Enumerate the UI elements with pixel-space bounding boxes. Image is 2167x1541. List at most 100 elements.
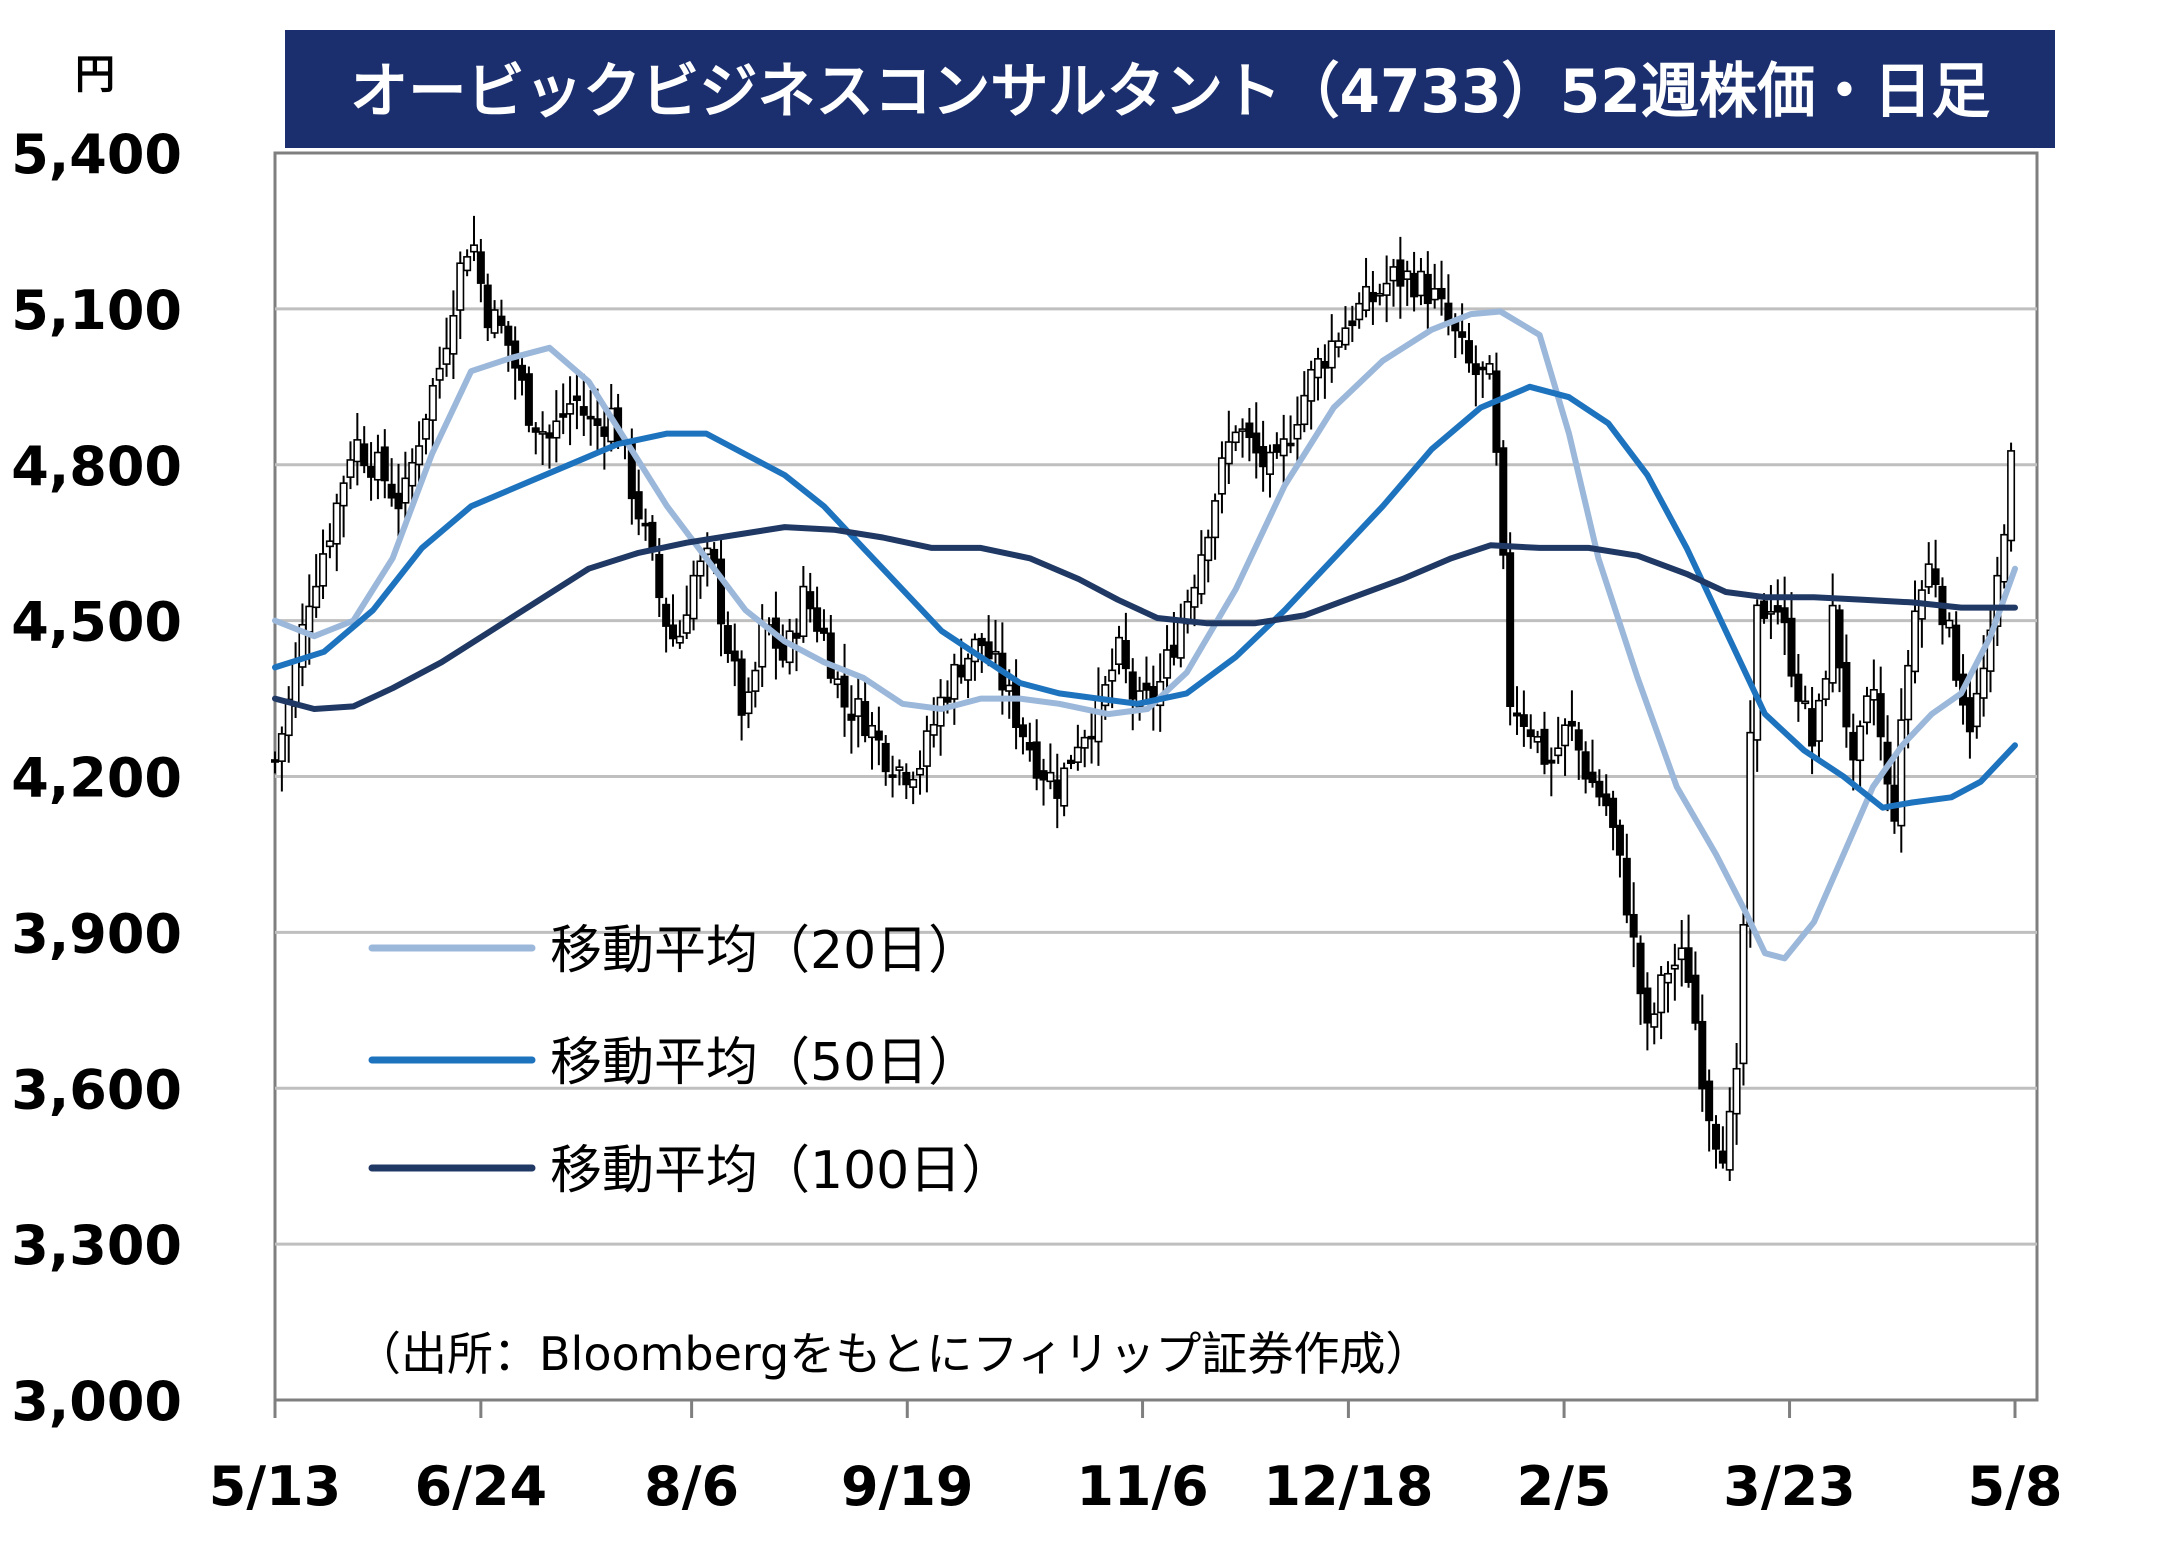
candle-body bbox=[401, 477, 410, 504]
candle-body bbox=[847, 713, 856, 721]
candle-body bbox=[1403, 270, 1412, 280]
candle-body bbox=[572, 395, 581, 402]
candle-body bbox=[902, 771, 911, 786]
candle-body bbox=[428, 384, 437, 421]
candle-body bbox=[1808, 708, 1817, 747]
candle-body bbox=[1128, 671, 1137, 700]
x-tick-label: 11/6 bbox=[1076, 1455, 1208, 1518]
candle-body bbox=[813, 607, 822, 632]
candle-body bbox=[1663, 972, 1672, 984]
candle-body bbox=[518, 364, 527, 381]
candle-body bbox=[2007, 450, 2016, 542]
candle-body bbox=[1972, 692, 1981, 728]
candle-body bbox=[1533, 736, 1542, 743]
candle-body bbox=[1602, 793, 1611, 807]
candle-body bbox=[1163, 649, 1172, 679]
chart-title: オービックビジネスコンサルタント（4733）52週株価・日足 bbox=[350, 57, 1990, 127]
candle-body bbox=[1327, 340, 1336, 369]
candle-body bbox=[662, 603, 671, 627]
candle-body bbox=[600, 426, 609, 437]
candle-body bbox=[1677, 947, 1686, 961]
x-axis-tick-labels: 5/13 6/24 8/6 9/19 11/6 12/18 2/5 3/23 5/8 bbox=[209, 1455, 2063, 1518]
candle-body bbox=[524, 373, 533, 426]
candle-body bbox=[1869, 689, 1878, 701]
candle-body bbox=[298, 623, 307, 668]
candle-body bbox=[469, 244, 478, 253]
candle-body bbox=[895, 766, 904, 771]
candle-body bbox=[1725, 1110, 1734, 1171]
legend-label-ma50: 移動平均（50日） bbox=[550, 1033, 980, 1093]
candle-body bbox=[1952, 624, 1961, 681]
candle-body bbox=[1526, 729, 1535, 738]
candle-body bbox=[1911, 610, 1920, 673]
x-tick-label: 6/24 bbox=[415, 1455, 547, 1518]
candle-body bbox=[957, 664, 966, 678]
candle-body bbox=[1766, 611, 1775, 615]
candle-body bbox=[1286, 442, 1295, 447]
x-tick-label: 5/8 bbox=[1968, 1455, 2063, 1518]
candle-body bbox=[1245, 422, 1254, 439]
candle-body bbox=[1705, 1080, 1714, 1122]
candle-body bbox=[1094, 697, 1103, 743]
candle-body bbox=[1115, 636, 1124, 665]
candle-body bbox=[1293, 424, 1302, 440]
candle-body bbox=[916, 767, 925, 776]
candle-body bbox=[305, 605, 314, 633]
candle-body bbox=[922, 730, 931, 767]
candle-body bbox=[291, 660, 300, 707]
y-tick-label: 5,400 bbox=[11, 123, 182, 186]
candle-body bbox=[1341, 327, 1350, 346]
legend-label-ma100: 移動平均（100日） bbox=[550, 1141, 1013, 1201]
candle-body bbox=[1300, 394, 1309, 426]
candle-body bbox=[1053, 779, 1062, 799]
candle-body bbox=[929, 723, 938, 736]
candle-body bbox=[1101, 684, 1110, 707]
candle-body bbox=[819, 627, 828, 634]
candle-body bbox=[1320, 360, 1329, 369]
candle-body bbox=[1814, 699, 1823, 742]
candle-body bbox=[456, 262, 465, 311]
legend-label-ma20: 移動平均（20日） bbox=[550, 921, 980, 981]
candle-body bbox=[1231, 431, 1240, 444]
candle-body bbox=[1492, 370, 1501, 453]
candle-body bbox=[833, 678, 842, 686]
candle-body bbox=[1629, 913, 1638, 938]
candle-body bbox=[717, 558, 726, 625]
candle-body bbox=[1588, 771, 1597, 784]
candle-body bbox=[1979, 667, 1988, 699]
candle-body bbox=[270, 759, 279, 763]
candle-body bbox=[1698, 1020, 1707, 1090]
candle-body bbox=[442, 347, 451, 365]
candle-body bbox=[1368, 291, 1377, 303]
y-axis-tick-labels: 3,000 3,300 3,600 3,900 4,200 4,500 4,800 5,100… bbox=[11, 123, 182, 1433]
candle-body bbox=[346, 459, 355, 478]
candle-body bbox=[806, 591, 815, 610]
x-tick-label: 5/13 bbox=[209, 1455, 341, 1518]
candle-body bbox=[840, 675, 849, 708]
candle-body bbox=[1691, 974, 1700, 1024]
legend: 移動平均（20日） 移動平均（50日） 移動平均（100日） bbox=[368, 921, 1013, 1201]
series-line-ma50 bbox=[272, 383, 2018, 811]
y-tick-label: 4,500 bbox=[11, 591, 182, 654]
candle-body bbox=[1259, 446, 1268, 468]
candle-body bbox=[1108, 669, 1117, 682]
candle-body bbox=[579, 406, 588, 416]
candle-body bbox=[449, 314, 458, 355]
candle-body bbox=[1382, 282, 1391, 296]
candle-body bbox=[634, 491, 643, 520]
candle-body bbox=[1739, 924, 1748, 1065]
candle-body bbox=[1430, 288, 1439, 301]
candle-body bbox=[991, 650, 1000, 655]
candle-body bbox=[881, 742, 890, 773]
candle-body bbox=[1142, 682, 1151, 691]
candle-body bbox=[1478, 366, 1487, 371]
x-tick-label: 8/6 bbox=[644, 1455, 739, 1518]
candle-body bbox=[1375, 292, 1384, 297]
candle-body bbox=[689, 574, 698, 620]
moving-average-lines bbox=[272, 308, 2018, 962]
candle-body bbox=[415, 445, 424, 466]
candle-body bbox=[744, 691, 753, 715]
candle-body bbox=[1362, 285, 1371, 311]
candle-body bbox=[1073, 746, 1082, 763]
candle-body bbox=[1190, 586, 1199, 608]
